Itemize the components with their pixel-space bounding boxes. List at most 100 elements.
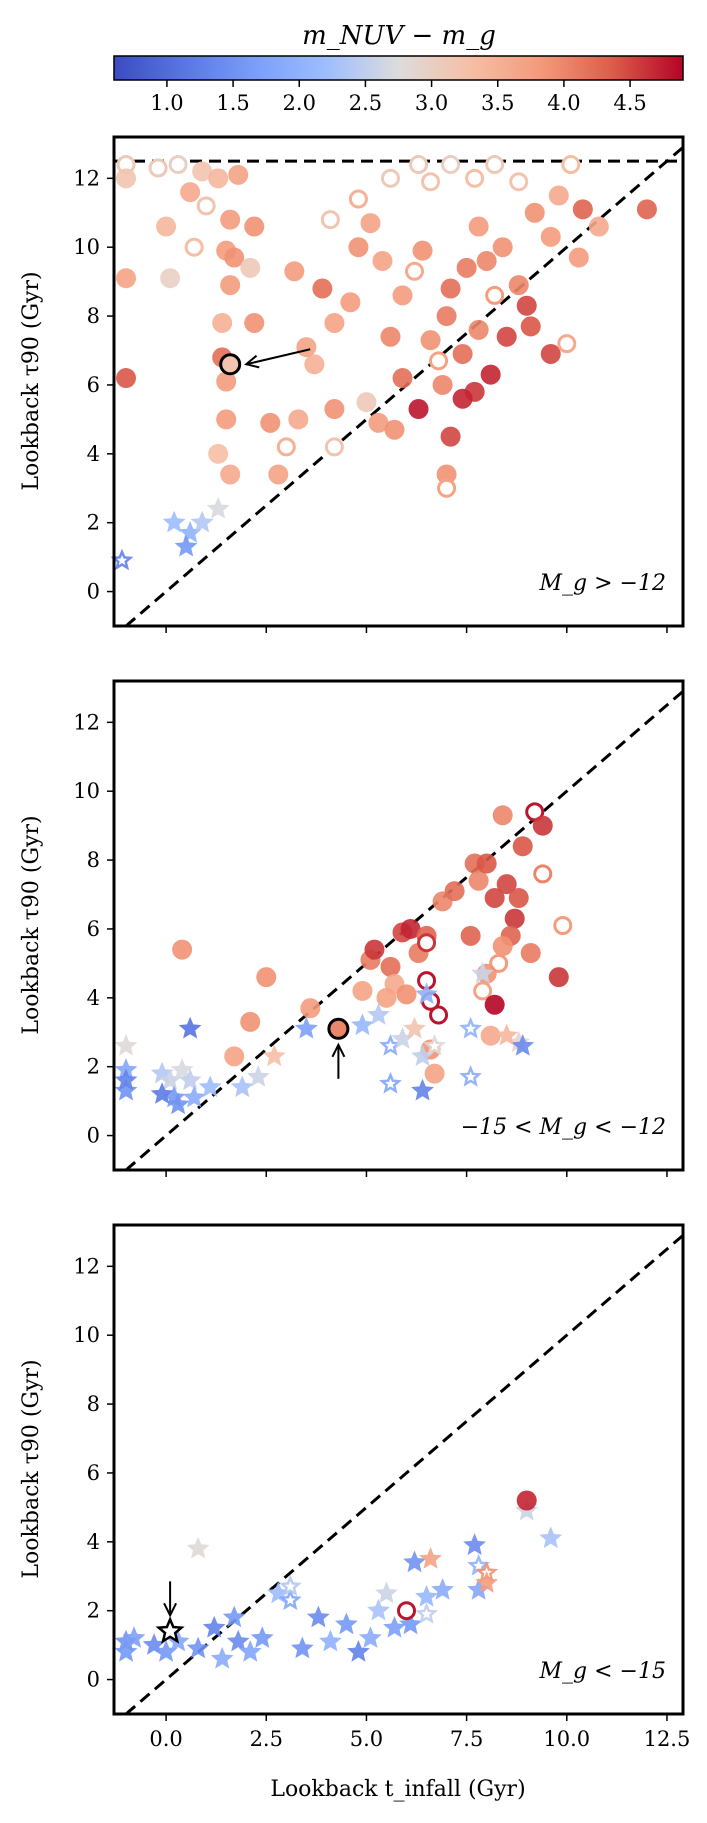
data-point-star: [114, 1078, 138, 1101]
data-point-star: [495, 1023, 519, 1046]
data-point-circle: [148, 158, 168, 178]
panel-label: −15 < M_g < −12: [461, 1115, 666, 1140]
data-point-star: [246, 1065, 270, 1087]
colorbar-tick-label: 3.0: [415, 91, 448, 115]
data-point-circle: [228, 164, 249, 185]
data-point-circle: [512, 836, 533, 857]
data-point-circle: [288, 409, 309, 430]
x-tick-label: 7.5: [450, 1727, 483, 1751]
data-point-circle: [380, 326, 401, 347]
y-tick-label: 2: [87, 511, 100, 535]
plot-frame: [112, 135, 685, 628]
data-point-circle: [436, 306, 457, 327]
data-point-circle: [400, 918, 421, 939]
panel-faint: 0 2 4 6 8 10 12 Lookback τ90 (Gyr) M_g > −12: [19, 135, 685, 633]
data-point-star: [383, 1615, 406, 1638]
data-point-star: [238, 1640, 262, 1662]
y-tick-label: 4: [87, 986, 100, 1010]
data-point-star: [186, 1536, 210, 1559]
y-tick-label: 0: [87, 1668, 100, 1692]
data-point-circle: [420, 330, 441, 351]
highlight-annotation: [219, 348, 311, 376]
data-point-circle: [212, 312, 233, 333]
data-point-circle: [244, 216, 265, 237]
data-point-circle: [492, 936, 513, 957]
data-point-star: [367, 1598, 390, 1621]
data-point-circle: [216, 409, 237, 430]
data-point-circle: [468, 319, 489, 340]
data-point-star: [294, 1016, 318, 1039]
x-axis-label: Lookback t_infall (Gyr): [270, 1777, 525, 1802]
data-point-circle: [508, 887, 529, 908]
data-point-circle: [244, 312, 265, 333]
data-point-circle: [509, 172, 529, 192]
data-point-star: [230, 1075, 254, 1098]
data-point-star: [415, 1584, 438, 1607]
x-tick-label: 10.0: [543, 1727, 590, 1751]
data-point-circle: [412, 240, 433, 261]
data-point-star: [411, 1078, 434, 1101]
y-tick-label: 2: [87, 1599, 100, 1623]
data-point-star: [359, 1626, 382, 1648]
data-point-circle: [396, 984, 417, 1005]
highlighted-point: [327, 1017, 350, 1040]
data-point-circle: [220, 209, 241, 230]
data-point-circle: [296, 337, 317, 358]
data-point-star: [475, 1571, 499, 1593]
data-point-circle: [405, 261, 425, 281]
y-tick-label: 0: [87, 580, 100, 604]
data-point-circle: [208, 168, 229, 189]
data-point-star: [150, 1082, 174, 1104]
data-point-star: [467, 1578, 491, 1600]
data-point-circle: [276, 437, 296, 457]
data-point-circle: [372, 250, 393, 271]
data-point-star: [306, 1605, 330, 1628]
data-point-circle: [540, 343, 561, 364]
data-point-star: [198, 1075, 222, 1098]
data-point-star: [403, 1016, 426, 1039]
data-point-star: [431, 1578, 454, 1600]
panel-intermediate: 0 2 4 6 8 10 12 Lookback τ90 (Gyr) −15 < M_g <…: [19, 679, 685, 1177]
y-tick-label: 12: [73, 710, 100, 734]
data-point-circle: [368, 412, 389, 433]
plot-frame: [112, 1223, 685, 1716]
data-point-circle: [160, 268, 181, 289]
data-point-circle: [324, 437, 344, 457]
data-point-circle: [397, 1601, 417, 1621]
data-point-circle: [384, 419, 405, 440]
x-tick-label: 5.0: [350, 1727, 383, 1751]
data-point-circle: [484, 994, 505, 1015]
data-point-circle: [216, 371, 237, 392]
data-point-circle: [429, 351, 449, 371]
data-point-star: [206, 496, 230, 519]
data-point-circle: [340, 292, 361, 313]
highlighted-point: [219, 353, 242, 376]
data-point-star: [174, 534, 198, 557]
y-tick-label: 10: [73, 779, 100, 803]
data-point-circle: [468, 870, 489, 891]
data-point-circle: [324, 399, 345, 420]
data-point-star: [250, 1626, 274, 1648]
data-point-circle: [168, 155, 188, 175]
data-point-star: [178, 1016, 202, 1039]
data-point-circle: [429, 1005, 449, 1025]
data-point-circle: [473, 981, 493, 1001]
colorbar: m_NUV − m_g 1.0 1.5 2.0 2.5 3.0 3.5 4.0 4.5: [113, 21, 684, 115]
y-tick-label: 2: [87, 1055, 100, 1079]
data-point-star-hole: [116, 555, 128, 565]
data-point-circle: [156, 216, 177, 237]
data-point-circle: [116, 268, 137, 289]
y-tick-label: 10: [73, 1323, 100, 1347]
data-point-star-hole: [465, 1023, 476, 1034]
data-point-circle: [444, 881, 465, 902]
data-point-circle: [516, 1490, 537, 1511]
pointer-arrow-head: [163, 1602, 177, 1618]
y-axis-label: Lookback τ90 (Gyr): [19, 815, 44, 1034]
data-point-circle: [360, 213, 381, 234]
data-point-circle: [476, 250, 497, 271]
y-tick-label: 0: [87, 1124, 100, 1148]
data-point-circle: [441, 155, 461, 175]
y-tick-label: 12: [73, 1254, 100, 1278]
data-point-star: [210, 1646, 234, 1669]
data-point-star: [415, 982, 438, 1005]
